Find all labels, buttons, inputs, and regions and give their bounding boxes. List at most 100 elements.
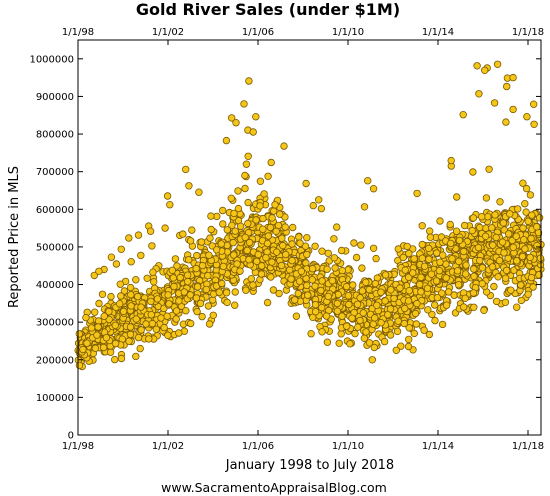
sale-point bbox=[444, 288, 453, 296]
sale-point bbox=[365, 285, 373, 294]
sale-point bbox=[157, 314, 165, 322]
y-tick-label: 1000000 bbox=[29, 54, 74, 65]
sale-point bbox=[143, 274, 151, 282]
sale-point bbox=[223, 226, 231, 234]
sale-point bbox=[478, 212, 486, 221]
sale-point bbox=[117, 292, 125, 300]
sale-point bbox=[370, 343, 378, 352]
y-tick-label: 600000 bbox=[36, 205, 74, 216]
sale-point bbox=[365, 339, 374, 347]
sale-point bbox=[262, 254, 270, 262]
sale-point bbox=[294, 289, 302, 298]
sale-point bbox=[461, 294, 469, 302]
sale-point bbox=[447, 239, 455, 248]
sale-point bbox=[418, 222, 426, 230]
sale-point bbox=[308, 265, 317, 273]
sale-point bbox=[222, 136, 231, 145]
sale-point bbox=[126, 323, 135, 331]
x-tick-label-bottom: 1/1/02 bbox=[152, 441, 184, 452]
sale-point bbox=[307, 330, 315, 338]
sale-point bbox=[223, 298, 231, 307]
sale-point bbox=[245, 238, 254, 247]
y-tick-label: 700000 bbox=[36, 167, 74, 178]
sale-point bbox=[470, 265, 478, 273]
sale-point bbox=[168, 266, 176, 274]
sale-point bbox=[412, 320, 420, 328]
sale-point bbox=[428, 310, 436, 319]
sale-point bbox=[524, 290, 532, 298]
sale-point bbox=[91, 344, 100, 352]
sale-point bbox=[494, 273, 502, 281]
sale-point bbox=[442, 274, 450, 282]
sale-point bbox=[476, 223, 484, 232]
sale-point bbox=[527, 234, 535, 243]
sale-point bbox=[490, 99, 499, 107]
sale-point bbox=[75, 361, 84, 370]
sale-point bbox=[482, 194, 491, 202]
sale-point bbox=[509, 243, 517, 251]
sale-point bbox=[404, 297, 413, 305]
sale-point bbox=[502, 118, 510, 126]
sale-point bbox=[267, 158, 275, 167]
sale-point bbox=[288, 240, 296, 248]
sale-point bbox=[275, 289, 283, 298]
sale-point bbox=[245, 77, 253, 85]
sale-point bbox=[433, 294, 442, 302]
sale-point bbox=[417, 288, 425, 296]
x-tick-label-top: 1/1/18 bbox=[512, 27, 544, 38]
sale-point bbox=[509, 105, 517, 114]
sale-point bbox=[311, 301, 320, 309]
sale-point bbox=[323, 338, 332, 346]
sale-point bbox=[455, 257, 463, 266]
sale-point bbox=[448, 255, 456, 263]
x-tick-label-top: 1/1/10 bbox=[332, 27, 364, 38]
sale-point bbox=[318, 328, 326, 336]
sale-point bbox=[431, 301, 439, 309]
sale-point bbox=[493, 60, 502, 69]
sale-point bbox=[521, 245, 529, 253]
sale-point bbox=[185, 182, 193, 190]
sale-point bbox=[481, 66, 489, 74]
sale-point bbox=[413, 299, 421, 308]
sale-point bbox=[317, 286, 325, 295]
sale-point bbox=[137, 251, 145, 260]
sale-point bbox=[116, 280, 124, 288]
sale-point bbox=[372, 254, 380, 263]
sale-point bbox=[442, 301, 451, 309]
sale-point bbox=[478, 280, 486, 288]
sale-point bbox=[279, 241, 287, 250]
sale-point bbox=[206, 234, 214, 242]
sale-point bbox=[146, 227, 155, 235]
sale-point bbox=[473, 62, 481, 70]
sale-point bbox=[95, 267, 103, 275]
sale-point bbox=[438, 289, 446, 297]
sale-point bbox=[346, 340, 354, 348]
sale-point bbox=[536, 254, 545, 262]
sale-point bbox=[425, 244, 433, 253]
sale-point bbox=[524, 217, 532, 225]
x-tick-label-top: 1/1/06 bbox=[242, 27, 274, 38]
y-tick-label: 0 bbox=[68, 431, 74, 442]
sale-point bbox=[308, 276, 316, 284]
sale-point bbox=[186, 291, 194, 299]
sale-point bbox=[311, 282, 319, 290]
sale-point bbox=[252, 216, 260, 224]
sale-point bbox=[517, 296, 526, 305]
sale-point bbox=[231, 227, 239, 235]
sale-point bbox=[245, 256, 253, 264]
sale-point bbox=[526, 253, 534, 262]
sale-point bbox=[488, 263, 497, 271]
sale-point bbox=[236, 222, 245, 230]
sale-point bbox=[371, 314, 379, 322]
sale-point bbox=[136, 344, 144, 353]
sale-point bbox=[107, 253, 116, 261]
sale-point bbox=[204, 302, 213, 310]
sale-point bbox=[94, 317, 103, 325]
sale-point bbox=[523, 112, 531, 121]
sale-point bbox=[503, 82, 511, 91]
sale-point bbox=[318, 303, 326, 312]
sale-point bbox=[181, 165, 190, 174]
sale-point bbox=[432, 277, 441, 285]
sale-point bbox=[240, 100, 248, 108]
sale-point bbox=[175, 297, 183, 305]
